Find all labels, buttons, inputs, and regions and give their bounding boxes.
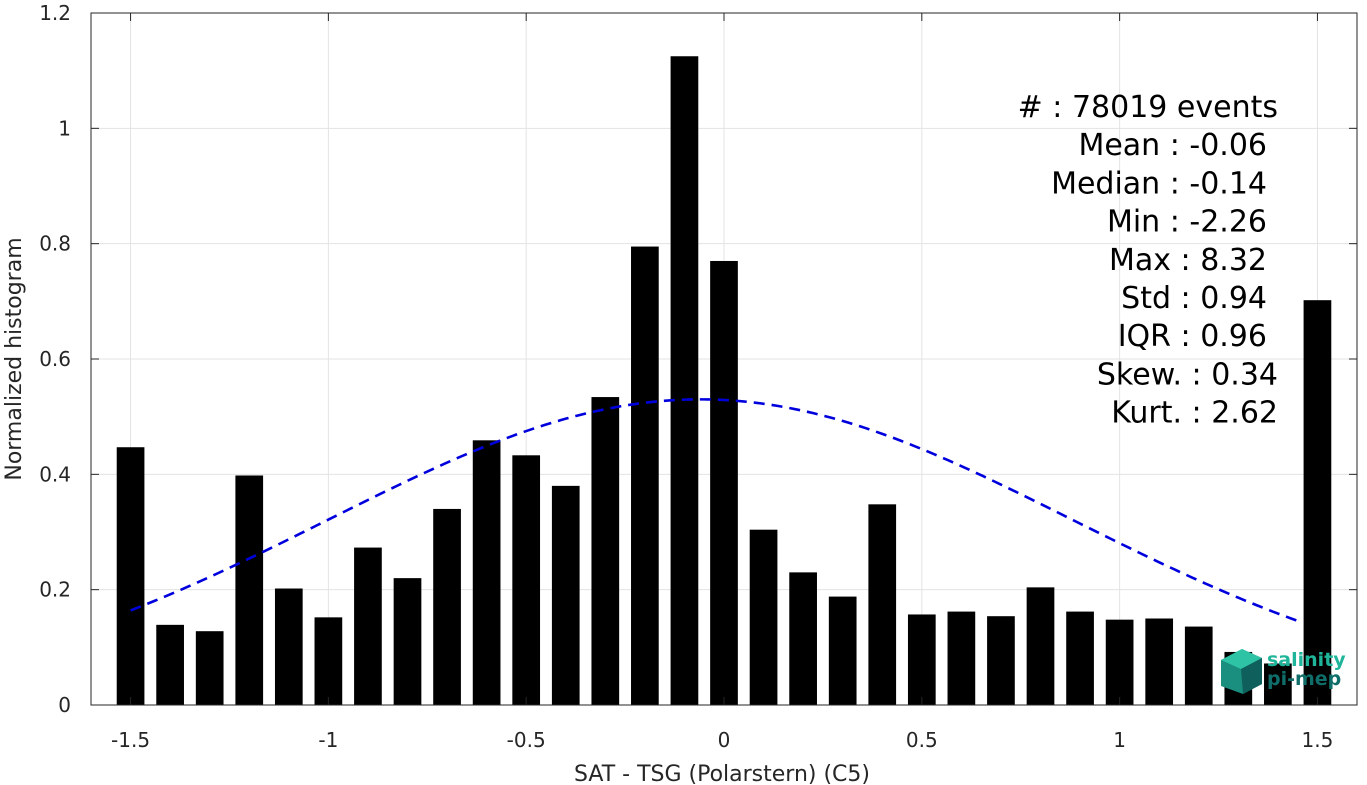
x-tick-label: 1 <box>1113 728 1126 752</box>
histogram-bar <box>947 611 976 705</box>
x-axis-label: SAT - TSG (Polarstern) (C5) <box>574 762 870 785</box>
x-tick-label: -1 <box>318 728 338 752</box>
histogram-bar <box>828 596 857 705</box>
stat-line: Kurt. : 2.62 <box>1111 396 1278 431</box>
x-tick-label: 0.5 <box>906 728 938 752</box>
histogram-bar <box>1303 300 1332 705</box>
y-axis-ticks: 0 0.2 0.4 0.6 0.8 1 1.2 <box>39 1 1357 717</box>
histogram-bar <box>987 616 1015 705</box>
histogram-bar <box>274 588 303 705</box>
x-tick-label: -1.5 <box>111 728 150 752</box>
histogram-bar <box>749 529 778 705</box>
histogram-bar <box>1066 611 1094 705</box>
histogram-bar <box>1026 587 1055 705</box>
stat-line: IQR : 0.96 <box>1118 319 1267 354</box>
stat-line: Skew. : 0.34 <box>1097 357 1278 392</box>
logo-line2: pi-mep <box>1267 668 1341 690</box>
y-tick-label: 0.4 <box>39 462 71 486</box>
x-tick-label: -0.5 <box>507 728 546 752</box>
histogram-bar <box>393 578 422 705</box>
histogram-bar <box>1105 619 1134 705</box>
y-tick-label: 1 <box>58 116 71 140</box>
histogram-bar <box>631 246 659 706</box>
y-tick-label: 0.2 <box>39 578 71 602</box>
stat-line: Std : 0.94 <box>1121 281 1267 316</box>
histogram-bar <box>1145 618 1174 705</box>
histogram-bar <box>868 504 897 705</box>
y-tick-label: 0.6 <box>39 347 71 371</box>
stat-line: Mean : -0.06 <box>1078 128 1267 163</box>
stat-line: # : 78019 events <box>1018 90 1278 125</box>
histogram-bar <box>235 475 264 705</box>
histogram-bar <box>512 455 541 705</box>
histogram-bars <box>116 56 1332 706</box>
y-tick-label: 0 <box>58 693 71 717</box>
histogram-bar <box>1264 663 1292 705</box>
stat-line: Max : 8.32 <box>1109 243 1267 278</box>
histogram-bar <box>789 572 817 705</box>
histogram-bar <box>710 260 738 705</box>
salinity-pi-mep-logo: salinity pi-mep <box>1221 649 1346 694</box>
histogram-bar <box>433 508 461 705</box>
histogram-bar <box>354 547 382 705</box>
stat-line: Median : -0.14 <box>1051 166 1267 201</box>
histogram-bar <box>156 624 184 705</box>
y-axis-label: Normalized histogram <box>2 237 27 480</box>
x-tick-label: 0 <box>718 728 731 752</box>
histogram-bar <box>195 631 224 705</box>
stat-line: Min : -2.26 <box>1107 205 1267 240</box>
histogram-bar <box>1184 626 1213 705</box>
histogram-bar <box>551 485 580 705</box>
logo-line1: salinity <box>1267 649 1346 671</box>
y-tick-label: 0.8 <box>39 232 71 256</box>
cube-logo-icon <box>1221 649 1262 694</box>
x-axis-ticks: -1.5 -1 -0.5 0 0.5 1 1.5 <box>111 13 1333 752</box>
histogram-bar <box>472 440 501 705</box>
histogram-bar <box>907 614 936 705</box>
y-tick-label: 1.2 <box>39 1 71 25</box>
histogram-bar <box>591 397 620 705</box>
histogram-bar <box>116 447 145 705</box>
histogram-bar <box>670 56 699 705</box>
x-tick-label: 1.5 <box>1302 728 1334 752</box>
histogram-bar <box>314 617 343 705</box>
